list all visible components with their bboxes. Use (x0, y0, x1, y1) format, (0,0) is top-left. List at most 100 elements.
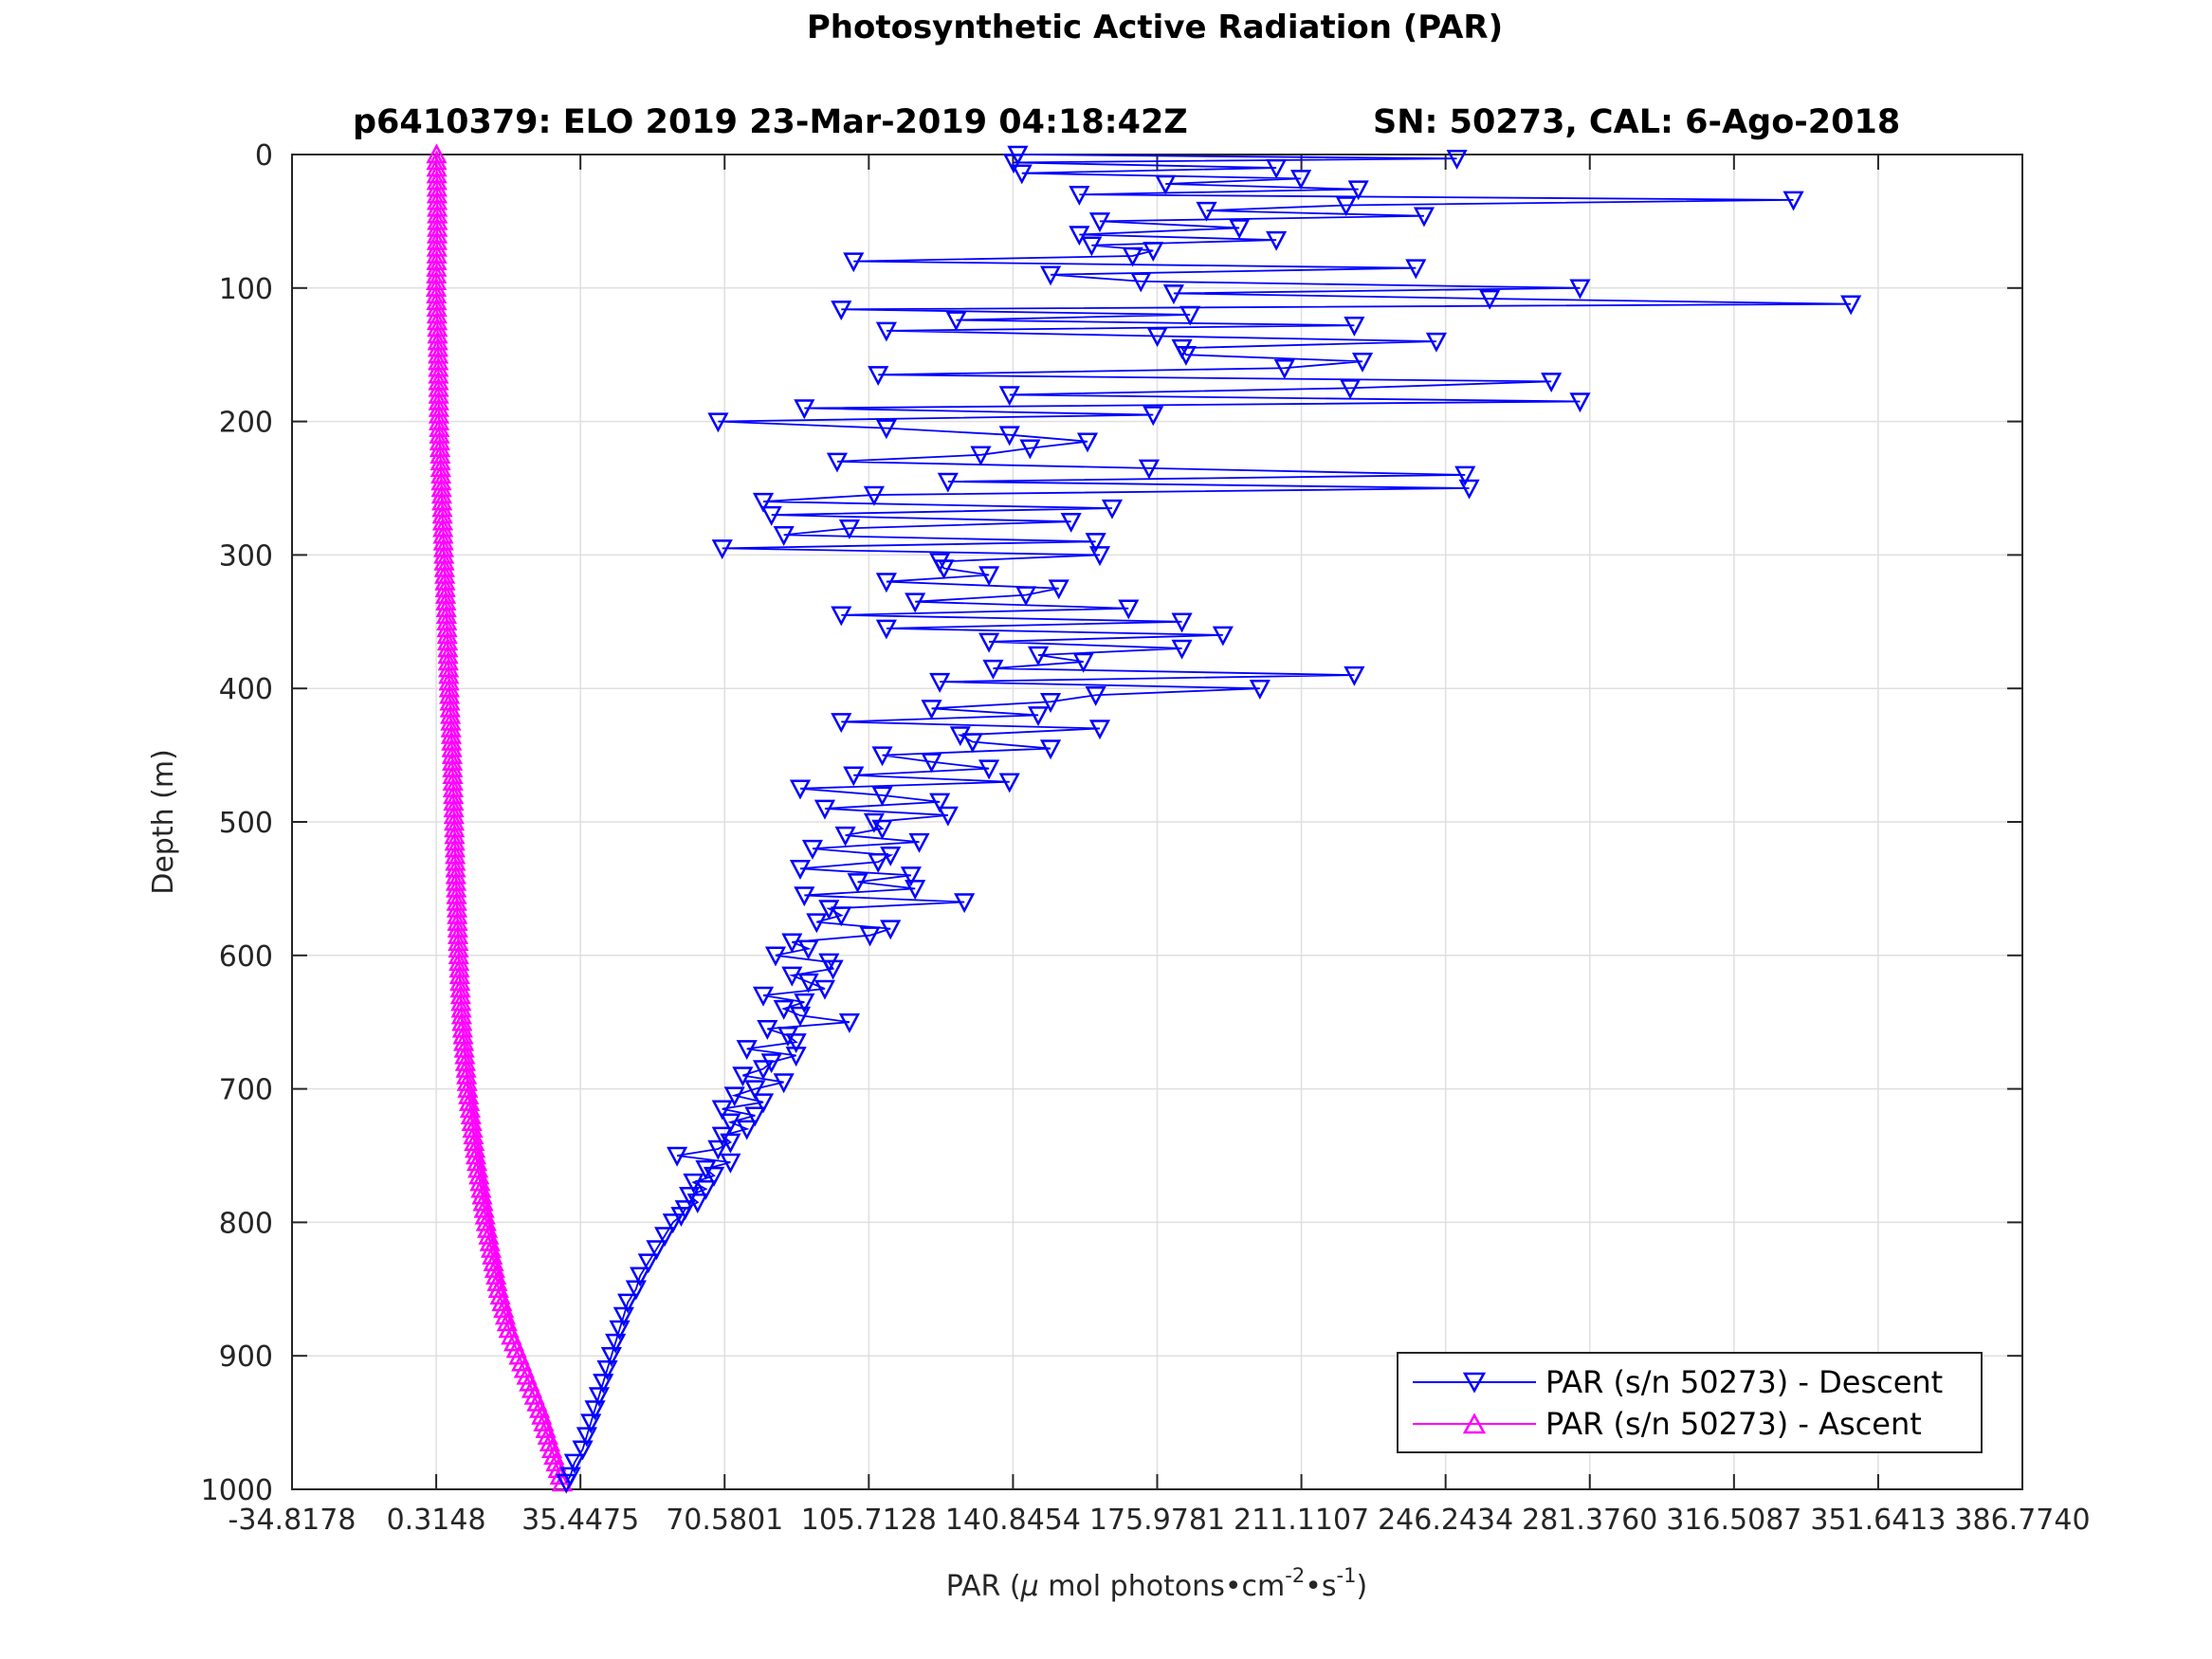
chart-subtitle-left: p6410379: ELO 2019 23-Mar-2019 04:18:42Z (353, 103, 1188, 141)
ascent-marker (496, 1311, 518, 1332)
x-axis-label-bullet: •s (1305, 1570, 1336, 1603)
descent-marker (871, 746, 893, 767)
descent-marker (695, 1179, 717, 1200)
x-axis-label-exp1: -2 (1285, 1564, 1305, 1587)
descent-marker (605, 1333, 627, 1354)
legend-label-ascent: PAR (s/n 50273) - Ascent (1545, 1406, 1922, 1442)
ascent-marker (489, 1285, 511, 1305)
descent-marker (843, 252, 865, 273)
descent-marker (670, 1207, 692, 1228)
descent-marker (1138, 459, 1161, 480)
descent-marker (1076, 432, 1099, 453)
descent-marker (1085, 533, 1106, 553)
descent-marker (859, 926, 881, 947)
descent-marker (933, 559, 955, 580)
y-tick-label: 400 (219, 673, 273, 706)
legend-entry-ascent: PAR (s/n 50273) - Ascent (1413, 1406, 1922, 1442)
descent-marker (1118, 599, 1140, 620)
descent-marker (814, 799, 836, 820)
y-tick-label: 0 (255, 139, 273, 173)
descent-marker (794, 993, 815, 1013)
descent-marker (609, 1320, 631, 1340)
y-tick-label: 100 (219, 273, 273, 306)
x-tick-label: 105.7128 (801, 1504, 937, 1537)
descent-marker (781, 933, 803, 954)
ascent-marker (491, 1291, 513, 1312)
descent-marker (1175, 345, 1197, 366)
descent-marker (1027, 706, 1050, 727)
x-axis-label-suffix: ) (1356, 1570, 1367, 1603)
descent-marker (1162, 284, 1184, 305)
descent-marker (789, 1006, 812, 1027)
descent-marker (773, 999, 795, 1020)
descent-marker (789, 779, 812, 800)
descent-marker (838, 519, 861, 539)
descent-marker (720, 1153, 741, 1174)
descent-marker (637, 1253, 659, 1274)
descent-marker (831, 906, 852, 927)
descent-marker (1339, 379, 1362, 400)
descent-marker (1085, 685, 1106, 706)
legend-entry-descent: PAR (s/n 50273) - Descent (1413, 1364, 1943, 1400)
descent-marker (617, 1293, 639, 1314)
y-tick-label: 200 (219, 407, 273, 440)
ascent-marker (427, 203, 448, 224)
descent-marker (1541, 373, 1563, 393)
descent-marker (744, 1080, 766, 1101)
descent-marker (982, 659, 1004, 680)
descent-marker (572, 1440, 594, 1461)
descent-marker (929, 793, 951, 813)
descent-marker (954, 893, 976, 914)
descent-marker (978, 632, 1000, 653)
descent-marker (1229, 219, 1251, 240)
descent-marker (1039, 693, 1062, 713)
x-axis-label-mu: μ (1020, 1570, 1039, 1603)
descent-marker (707, 1139, 729, 1160)
descent-marker (760, 1053, 782, 1074)
descent-marker (875, 573, 897, 593)
descent-marker (875, 619, 897, 640)
descent-marker (773, 526, 795, 546)
descent-marker (1454, 465, 1476, 486)
descent-marker (1143, 242, 1164, 263)
descent-marker (998, 426, 1020, 447)
ascent-marker (545, 1451, 567, 1472)
descent-marker (794, 399, 815, 420)
descent-marker (1569, 392, 1591, 413)
descent-marker (789, 860, 812, 880)
descent-marker (1171, 639, 1193, 660)
ascent-marker (494, 1304, 517, 1325)
y-tick-label: 1000 (201, 1474, 273, 1507)
descent-marker (1179, 305, 1201, 326)
descent-marker (1405, 259, 1427, 280)
y-tick-label: 800 (219, 1207, 273, 1240)
descent-marker (1027, 646, 1050, 666)
descent-marker (905, 880, 926, 901)
descent-marker (945, 311, 967, 332)
descent-marker (695, 1159, 717, 1180)
descent-marker (1446, 149, 1468, 170)
descent-marker (875, 419, 897, 440)
descent-marker (1347, 180, 1369, 201)
x-tick-label: 246.2434 (1378, 1504, 1513, 1537)
descent-marker (826, 452, 849, 473)
descent-marker (744, 1106, 766, 1127)
descent-marker (1249, 679, 1271, 700)
descent-marker (868, 366, 889, 386)
descent-marker (1266, 230, 1288, 251)
ascent-marker (426, 270, 448, 291)
descent-marker (863, 812, 885, 833)
descent-marker (667, 1146, 688, 1167)
descent-marker (1344, 665, 1365, 686)
descent-marker (847, 873, 868, 894)
x-tick-label: 211.1107 (1234, 1504, 1369, 1537)
descent-marker (773, 1073, 795, 1094)
descent-marker (576, 1427, 597, 1448)
descent-marker (764, 946, 787, 967)
descent-marker (797, 939, 819, 960)
descent-marker (600, 1346, 622, 1367)
ascent-marker (531, 1404, 553, 1425)
ascent-marker (486, 1271, 508, 1292)
legend-marker-ascent (1462, 1413, 1487, 1434)
chart-subtitle-right: SN: 50273, CAL: 6-Ago-2018 (1373, 103, 1900, 141)
